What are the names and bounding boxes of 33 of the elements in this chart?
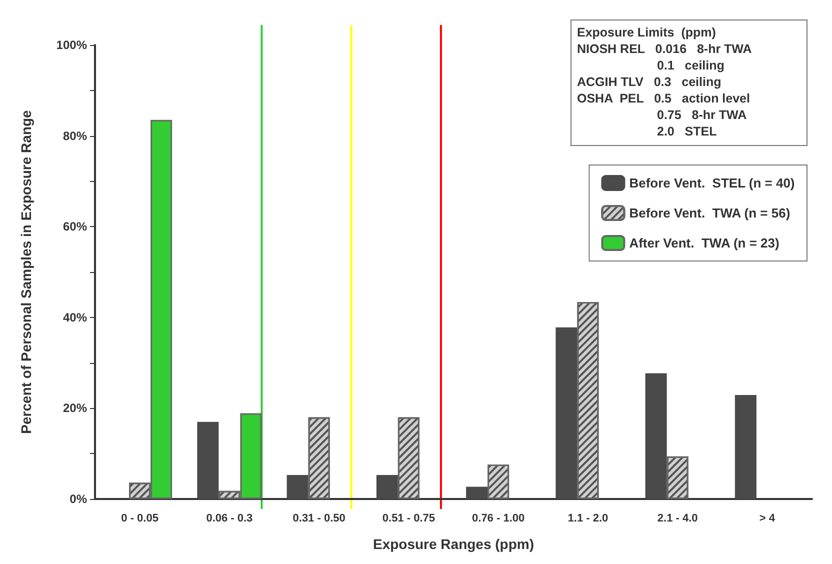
y-tick-label: 0% [70, 492, 88, 506]
bar [376, 474, 398, 499]
annotation: 2.0 STEL [657, 124, 718, 138]
x-tick-label: 1.1 - 2.0 [568, 512, 608, 524]
legend-label: After Vent. TWA (n = 23) [629, 236, 780, 250]
x-tick-label: 0.76 - 1.00 [472, 512, 525, 524]
legend-label: Before Vent. TWA (n = 56) [629, 206, 790, 220]
x-tick-label: 0 - 0.05 [121, 512, 158, 524]
text: Exposure Limits (ppm) [577, 26, 716, 40]
y-axis-title: Percent of Personal Samples in Exposure Range [18, 110, 34, 434]
bar [645, 373, 667, 499]
bar [286, 474, 308, 499]
x-tick-label: 2.1 - 4.0 [657, 512, 698, 524]
x-tick-label: 0.31 - 0.50 [292, 512, 346, 524]
y-tick-label: 40% [62, 310, 88, 324]
annotation: 0.75 8-hr TWA [657, 108, 747, 122]
legend-label: Before Vent. STEL (n = 40) [629, 176, 795, 190]
x-tick-label: 0.06 - 0.3 [206, 512, 253, 524]
x-tick-label: 0.51 - 0.75 [382, 512, 435, 524]
x-tick-label: > 4 [759, 512, 776, 524]
bar [734, 395, 756, 499]
y-tick-label: 20% [62, 401, 88, 416]
bar [197, 422, 219, 499]
annotation: 0.1 ceiling [657, 58, 724, 72]
y-tick-label: 60% [62, 220, 88, 234]
y-tick-label: 80% [62, 128, 88, 143]
x-axis-title: Exposure Ranges (ppm) [372, 536, 534, 552]
annotation: NIOSH REL 0.016 8-hr TWA [577, 42, 752, 56]
annotation: OSHA PEL 0.5 action level [577, 92, 750, 106]
y-tick-label: 100% [56, 38, 88, 52]
bar [466, 486, 488, 499]
bar [556, 327, 578, 499]
annotation: ACGIH TLV 0.3 ceiling [577, 75, 722, 89]
